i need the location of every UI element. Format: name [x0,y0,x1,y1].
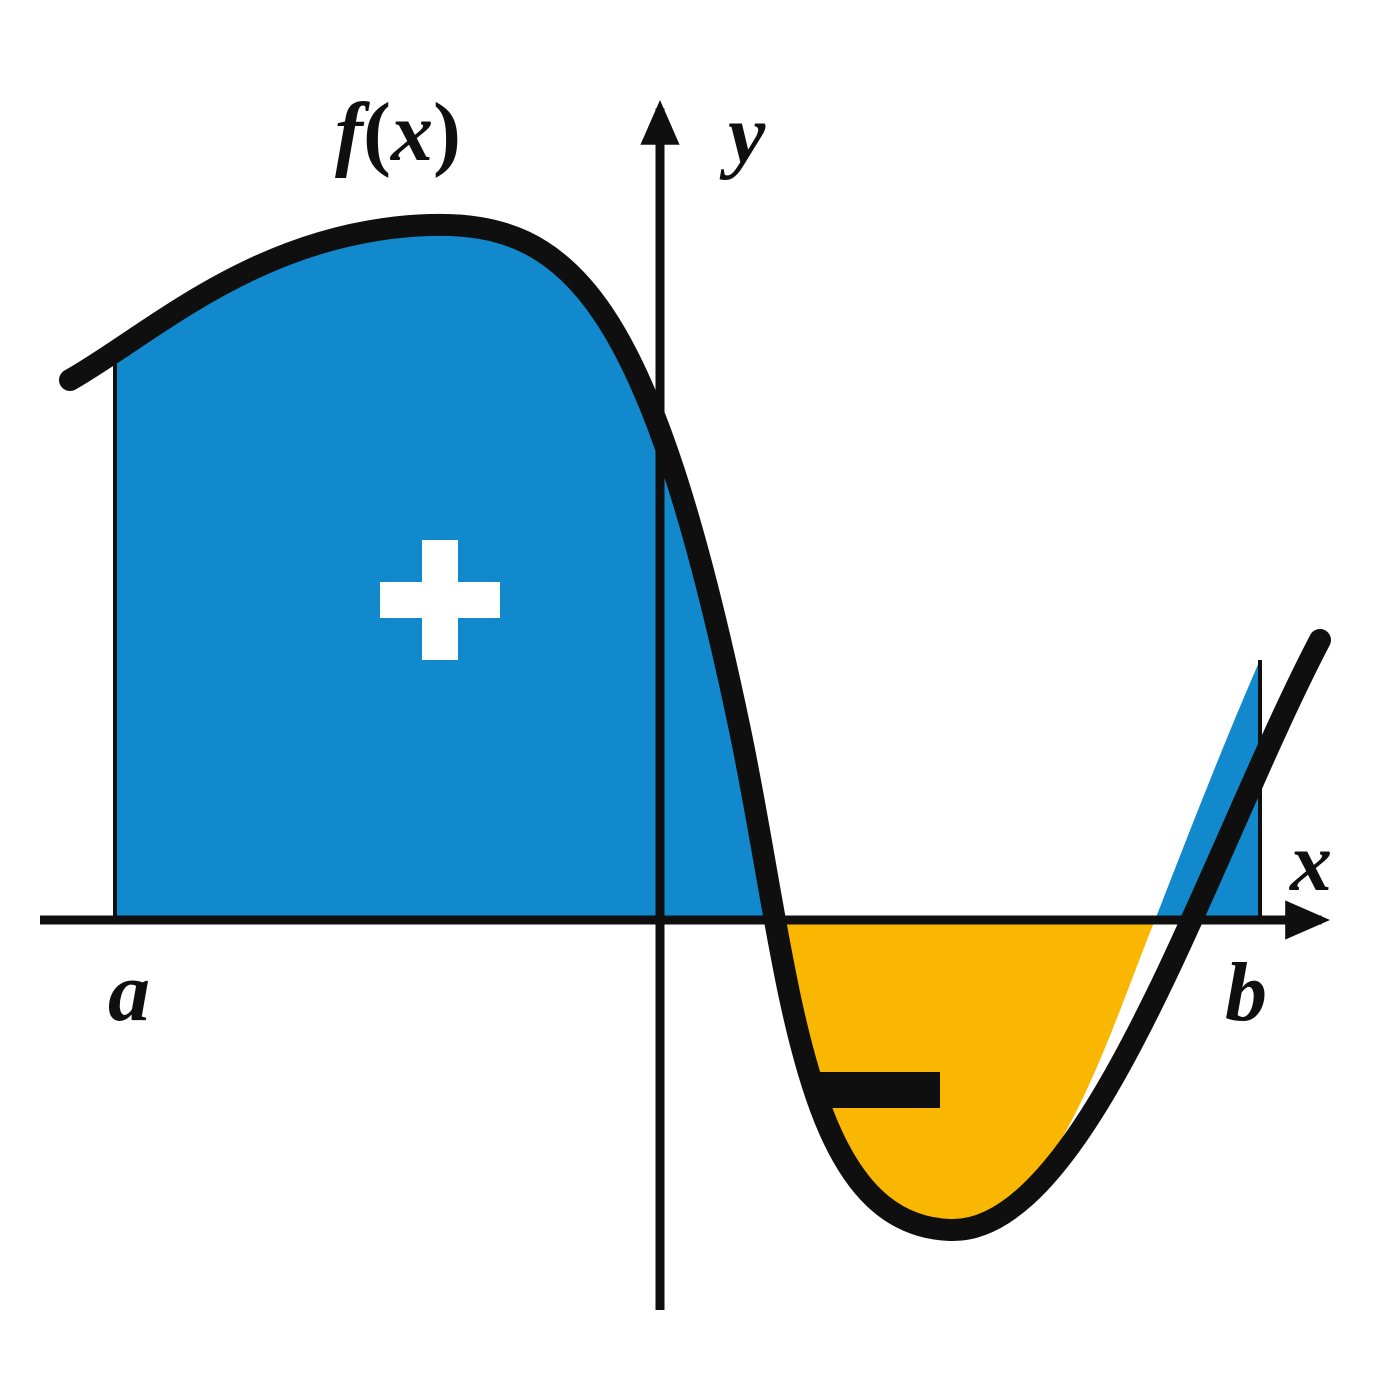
integral-diagram: f(x) y x a b [0,0,1400,1400]
y-axis-arrow-icon [640,100,679,145]
limit-a-label: a [108,946,150,1039]
fx-label: f(x) [335,86,461,179]
x-axis-label: x [1288,816,1332,909]
y-axis-label: y [719,88,766,181]
minus-icon [820,1072,940,1108]
limit-b-label: b [1225,946,1267,1039]
